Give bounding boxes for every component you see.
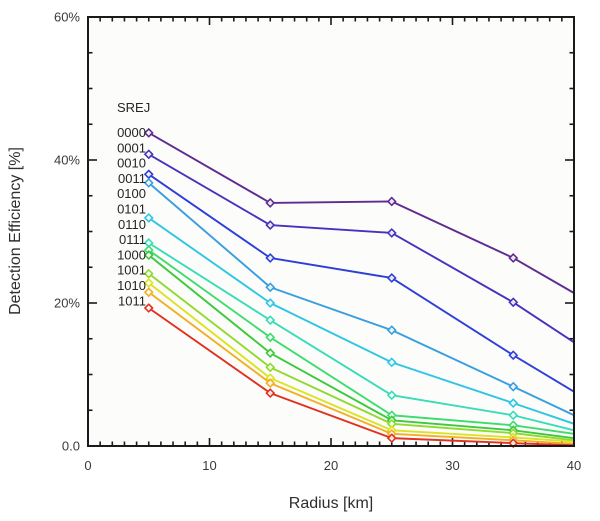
legend-label-1001: 1001 bbox=[117, 263, 146, 278]
marker-0100-x15 bbox=[265, 298, 276, 308]
marker-1011-x15 bbox=[265, 388, 276, 399]
marker-0101-x15 bbox=[265, 315, 276, 326]
plot-frame bbox=[87, 16, 575, 447]
x-tick-label: 0 bbox=[84, 458, 91, 473]
marker-0011-x5 bbox=[143, 177, 154, 188]
marker-0001-x5 bbox=[143, 149, 154, 160]
marker-0000-x5 bbox=[143, 127, 154, 138]
legend-label-1000: 1000 bbox=[117, 247, 146, 262]
marker-0111-x15 bbox=[265, 348, 276, 358]
marker-0001-x25 bbox=[386, 227, 397, 238]
marker-0011-x35 bbox=[508, 381, 519, 392]
y-tick-label: 60% bbox=[54, 10, 80, 25]
y-axis-title: Detection Efficiency [%] bbox=[7, 147, 24, 315]
legend-label-0011: 0011 bbox=[118, 171, 146, 186]
legend-label-0101: 0101 bbox=[117, 202, 146, 217]
marker-0100-x35 bbox=[508, 398, 519, 409]
marker-0001-x15 bbox=[265, 220, 276, 230]
legend-label-0100: 0100 bbox=[117, 186, 146, 201]
legend-label-0110: 0110 bbox=[118, 217, 146, 232]
marker-0111-x5 bbox=[143, 250, 154, 261]
marker-0100-x25 bbox=[386, 357, 397, 368]
marker-0100-x5 bbox=[143, 212, 154, 223]
x-tick-label: 40 bbox=[567, 458, 581, 473]
marker-1010-x15 bbox=[265, 378, 276, 389]
marker-0010-x25 bbox=[386, 273, 397, 283]
marker-0011-x25 bbox=[386, 325, 397, 336]
marker-1011-x25 bbox=[386, 433, 397, 444]
y-tick-label: 0.0 bbox=[62, 439, 80, 454]
marker-1000-x15 bbox=[265, 362, 276, 373]
marker-0001-x35 bbox=[508, 297, 519, 308]
marker-0101-x35 bbox=[508, 410, 519, 421]
marker-0000-x15 bbox=[265, 197, 276, 208]
x-axis-title: Radius [km] bbox=[289, 495, 373, 512]
x-tick-label: 20 bbox=[324, 458, 338, 473]
marker-0011-x15 bbox=[265, 282, 276, 293]
legend-label-0010: 0010 bbox=[117, 156, 146, 171]
marker-0110-x15 bbox=[265, 332, 276, 343]
legend-label-0001: 0001 bbox=[117, 140, 146, 155]
marker-1010-x5 bbox=[143, 287, 154, 298]
legend-label-1010: 1010 bbox=[117, 278, 146, 293]
marker-1000-x5 bbox=[143, 268, 154, 279]
marker-0010-x15 bbox=[265, 253, 276, 263]
marker-1011-x5 bbox=[143, 303, 154, 313]
x-tick-label: 10 bbox=[202, 458, 216, 473]
y-tick-label: 40% bbox=[54, 153, 80, 168]
legend-label-1011: 1011 bbox=[118, 293, 146, 308]
marker-0000-x25 bbox=[386, 196, 397, 207]
marker-0101-x25 bbox=[386, 390, 397, 401]
marker-0010-x35 bbox=[508, 350, 519, 361]
plot-area: 0 10 20 30 400.020%40%60%0000000100100011010… bbox=[54, 10, 581, 474]
legend-label-0000: 0000 bbox=[117, 125, 146, 140]
legend-title: SREJ bbox=[117, 100, 150, 115]
y-tick-label: 20% bbox=[54, 296, 80, 311]
x-tick-label: 30 bbox=[445, 458, 459, 473]
marker-1001-x5 bbox=[143, 278, 154, 288]
legend-label-0111: 0111 bbox=[119, 232, 146, 247]
marker-0000-x35 bbox=[508, 253, 519, 263]
